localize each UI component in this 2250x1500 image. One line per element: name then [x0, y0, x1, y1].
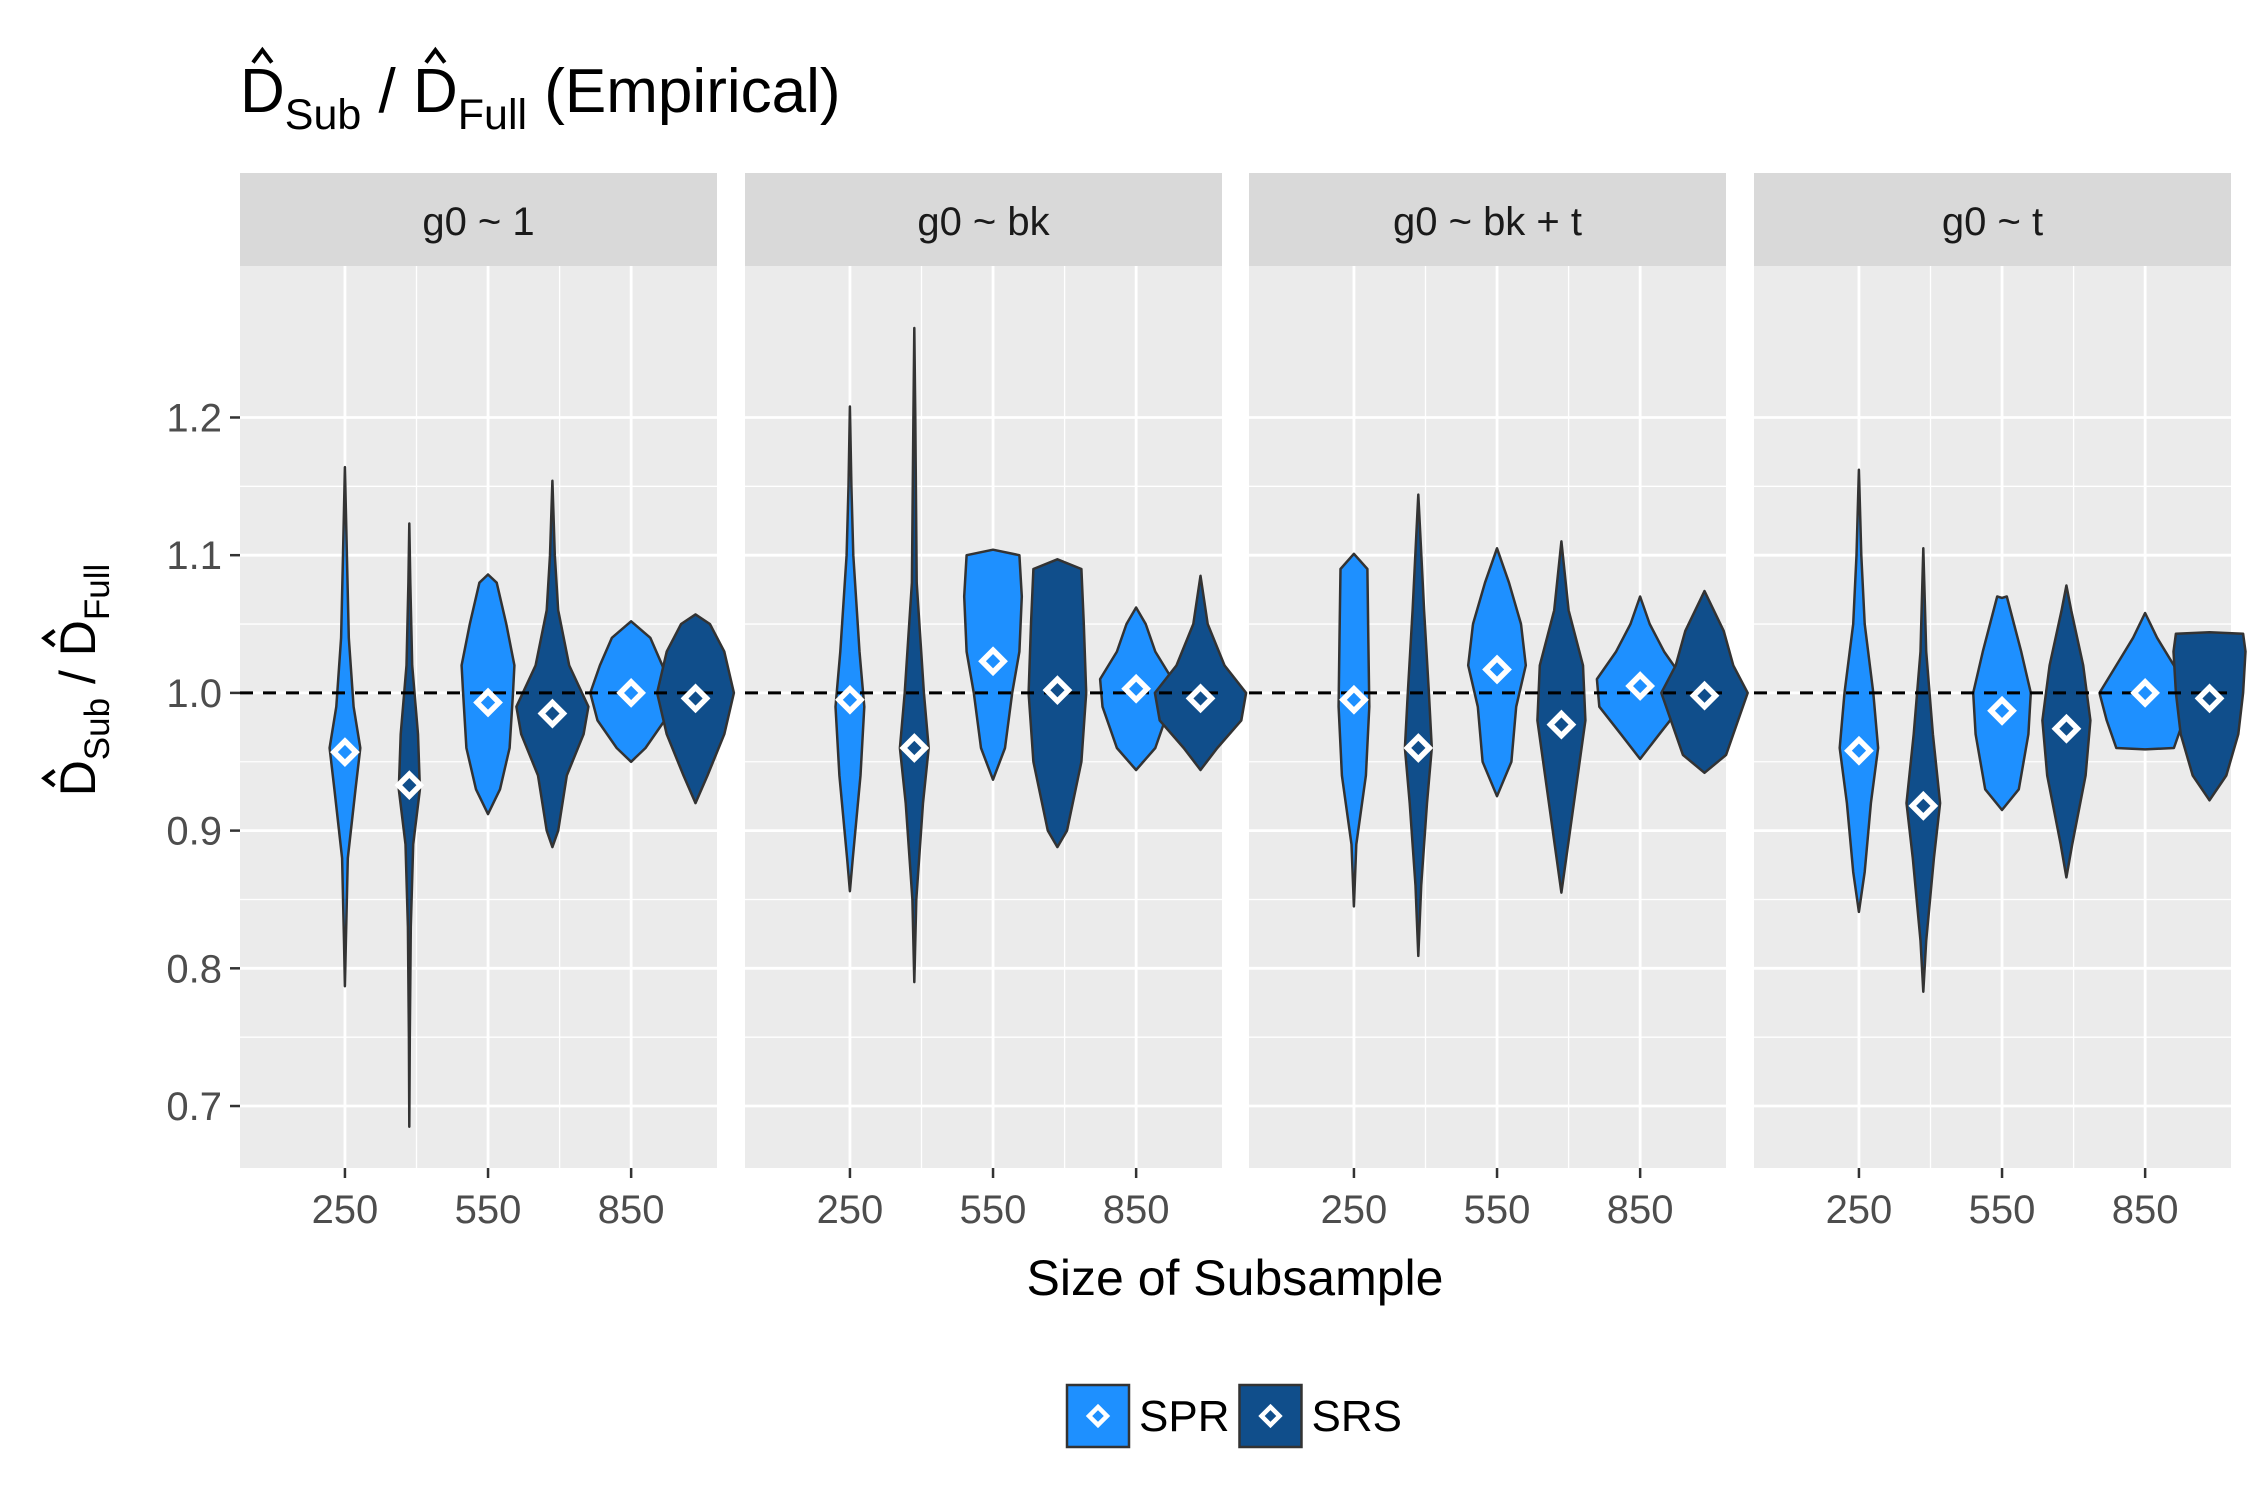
violin-spr	[834, 405, 866, 893]
median-marker	[2051, 713, 2082, 744]
violin-srs	[1153, 574, 1248, 772]
x-tick-label: 250	[1826, 1188, 1893, 1232]
y-tick-label: 0.8	[166, 947, 222, 991]
median-marker	[1908, 790, 1939, 821]
label-subscript: Full	[78, 564, 117, 620]
facet-panel: g0 ~ 1 250 550 850 0.7 0.8 0.9 1.0 1.1 1.2	[166, 173, 736, 1232]
violin-spr	[328, 465, 362, 988]
facet-strip	[1249, 173, 1726, 266]
label-subscript: Sub	[285, 91, 362, 139]
facet-strip	[240, 173, 717, 266]
median-marker	[1546, 709, 1577, 740]
median-marker	[899, 733, 930, 763]
facet-strip-label: g0 ~ bk + t	[1393, 200, 1582, 244]
violin-spr	[1838, 468, 1880, 914]
median-marker	[330, 737, 360, 768]
hat-accent	[251, 46, 274, 64]
x-tick-label: 850	[598, 1188, 665, 1232]
y-tick-label: 1.1	[166, 534, 222, 578]
facet-panels: g0 ~ 1 250 550 850 0.7 0.8 0.9 1.0 1.1 1.2 g0 ~ bk…	[166, 173, 2247, 1232]
legend: SPR SRS	[1065, 1383, 1402, 1449]
median-marker	[978, 646, 1008, 677]
median-marker	[616, 678, 647, 708]
label-text: /	[361, 57, 413, 126]
legend-key-marker	[1258, 1403, 1283, 1429]
violin-srs	[1905, 547, 1942, 993]
facet-strip-label: g0 ~ t	[1942, 200, 2043, 244]
median-marker	[537, 698, 568, 729]
legend-label: SPR	[1139, 1392, 1229, 1441]
violin-srs	[1403, 493, 1434, 958]
chart-title: DSub / DFull (Empirical)	[240, 57, 841, 139]
facet-panel: g0 ~ t 250 550 850	[1754, 173, 2247, 1232]
y-tick-label: 0.7	[166, 1085, 222, 1129]
facet-strip	[745, 173, 1222, 266]
x-tick-label: 550	[960, 1188, 1027, 1232]
median-marker	[1042, 675, 1073, 706]
label-text: (Empirical)	[527, 57, 840, 126]
x-axis-title: Size of Subsample	[1027, 1250, 1444, 1306]
median-marker	[835, 684, 865, 715]
label-text: /	[50, 656, 106, 698]
median-marker	[1482, 654, 1512, 685]
median-marker	[1844, 735, 1874, 766]
x-tick-label: 550	[455, 1188, 522, 1232]
median-marker	[1689, 680, 1720, 711]
hat-accent	[41, 628, 56, 648]
x-tick-label: 250	[817, 1188, 884, 1232]
median-marker	[473, 687, 503, 718]
x-tick-label: 850	[1103, 1188, 1170, 1232]
facet-strip-label: g0 ~ 1	[422, 200, 534, 244]
label-letter: D	[50, 620, 106, 656]
label-subscript: Sub	[78, 698, 117, 760]
hat-accent	[424, 46, 447, 64]
y-tick-label: 0.9	[166, 810, 222, 854]
violin-srs	[2172, 631, 2247, 802]
label-letter: D	[413, 57, 458, 126]
legend-key-marker	[1085, 1403, 1111, 1429]
label-letter: D	[50, 760, 106, 796]
legend-label: SRS	[1311, 1392, 1401, 1441]
facet-panel: g0 ~ bk + t 250 550 850	[1249, 173, 1749, 1232]
violin-srs	[397, 522, 422, 1128]
y-tick-label: 1.2	[166, 396, 222, 440]
median-marker	[394, 770, 425, 801]
x-tick-label: 250	[1321, 1188, 1388, 1232]
violin-srs	[515, 479, 590, 849]
median-marker	[1403, 733, 1434, 763]
y-axis-title: DSub / DFull	[50, 564, 117, 797]
x-tick-label: 550	[1464, 1188, 1531, 1232]
median-marker	[1339, 684, 1369, 715]
y-tick-label: 1.0	[166, 672, 222, 716]
facet-panel: g0 ~ bk 250 550 850	[745, 173, 1248, 1232]
median-marker	[2194, 683, 2225, 714]
label-subscript: Full	[458, 91, 527, 139]
label-letter: D	[240, 57, 285, 126]
median-marker	[1121, 673, 1152, 704]
facet-strip-label: g0 ~ bk	[917, 200, 1050, 244]
violin-srs	[898, 326, 930, 984]
x-tick-label: 850	[2112, 1188, 2179, 1232]
median-marker	[1987, 695, 2017, 726]
hat-accent	[41, 769, 56, 788]
median-marker	[680, 683, 711, 714]
median-marker	[2130, 678, 2161, 708]
median-marker	[1625, 671, 1656, 701]
facet-strip	[1754, 173, 2231, 266]
x-tick-label: 550	[1969, 1188, 2036, 1232]
violin-spr	[1337, 552, 1371, 908]
median-marker	[1185, 683, 1216, 714]
x-tick-label: 850	[1607, 1188, 1674, 1232]
x-tick-label: 250	[312, 1188, 379, 1232]
